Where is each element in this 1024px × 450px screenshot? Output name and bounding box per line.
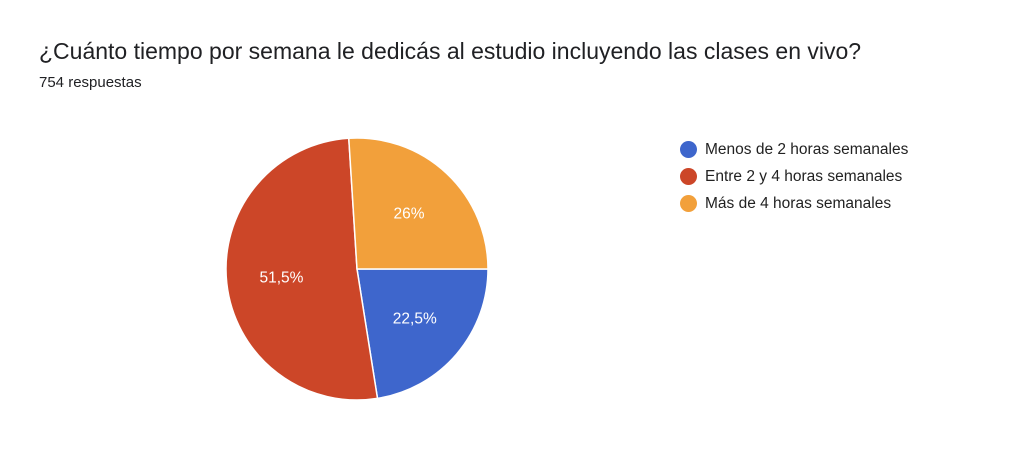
pie-slice[interactable] xyxy=(225,137,379,401)
slice-label: 51,5% xyxy=(260,269,304,286)
legend-item[interactable]: Menos de 2 horas semanales xyxy=(680,136,908,163)
pie-slice[interactable] xyxy=(356,268,489,400)
legend-swatch xyxy=(680,141,697,158)
pie-slice[interactable] xyxy=(347,137,489,270)
response-count: 754 respuestas xyxy=(39,74,142,91)
legend-label: Menos de 2 horas semanales xyxy=(705,140,909,158)
legend-swatch xyxy=(680,195,697,212)
legend: Menos de 2 horas semanales Entre 2 y 4 h… xyxy=(680,136,908,217)
chart-title: ¿Cuánto tiempo por semana le dedicás al … xyxy=(39,38,862,64)
legend-item[interactable]: Entre 2 y 4 horas semanales xyxy=(680,163,908,190)
legend-swatch xyxy=(680,168,697,185)
legend-label: Más de 4 horas semanales xyxy=(705,194,892,212)
legend-item[interactable]: Más de 4 horas semanales xyxy=(680,190,908,217)
slice-label: 22,5% xyxy=(393,310,437,327)
legend-label: Entre 2 y 4 horas semanales xyxy=(705,167,903,185)
slice-label: 26% xyxy=(393,206,424,223)
